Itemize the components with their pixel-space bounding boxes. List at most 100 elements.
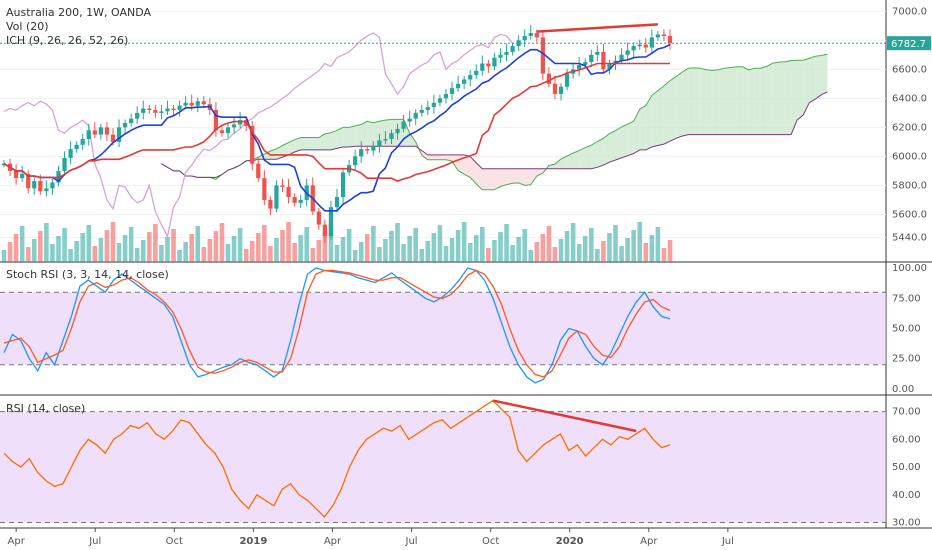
volume-bar: [183, 242, 188, 262]
volume-bar: [413, 228, 419, 262]
candle-body: [558, 86, 564, 94]
candle-body: [437, 98, 443, 103]
candle-body: [189, 102, 194, 106]
candle-body: [377, 140, 382, 147]
volume-bar: [304, 227, 310, 262]
volume-bar: [595, 249, 600, 262]
rsi-trendline: [492, 399, 637, 433]
candle-body: [455, 83, 461, 89]
candle-body: [44, 188, 49, 192]
candle-body: [340, 172, 346, 198]
ichimoku-cloud: [506, 168, 513, 185]
ichimoku-cloud: [718, 68, 725, 135]
ichimoku-cloud: [791, 60, 798, 135]
stoch-tick-label: 50.00: [892, 324, 921, 335]
candle-body: [135, 112, 140, 119]
ichimoku-cloud: [324, 132, 331, 150]
candle-body: [443, 93, 449, 99]
volume-bar: [274, 238, 279, 262]
candle-body: [577, 64, 582, 70]
candle-body: [655, 34, 661, 38]
stoch-band: [0, 292, 886, 365]
volume-bar: [38, 231, 43, 262]
ichimoku-cloud: [330, 130, 337, 150]
volume-bar: [262, 225, 267, 262]
volume-bar: [1, 250, 7, 262]
time-tick-label: 2020: [556, 536, 584, 547]
stoch-rsi-legend: Stoch RSI (3, 3, 14, 14, close): [6, 268, 169, 281]
volume-bar: [389, 231, 394, 262]
volume-bar: [395, 223, 400, 262]
volume-bar: [570, 223, 576, 262]
candle-body: [649, 37, 654, 48]
volume-bar: [576, 244, 582, 262]
ichimoku-cloud: [555, 158, 561, 169]
candle-body: [552, 83, 558, 94]
chart-title: Australia 200, 1W, OANDA: [6, 6, 152, 19]
candle-body: [122, 123, 128, 128]
candle-body: [643, 44, 648, 48]
volume-bar: [128, 227, 134, 262]
volume-bar: [62, 228, 67, 262]
volume-bar: [207, 239, 213, 262]
ichimoku-cloud: [294, 137, 301, 152]
ichimoku-cloud: [633, 109, 640, 154]
candle-body: [631, 46, 636, 51]
ichimoku-cloud: [567, 153, 574, 169]
volume-bar: [165, 237, 170, 262]
volume-bar: [286, 222, 291, 262]
volume-bar: [643, 243, 649, 262]
ichimoku-cloud: [809, 56, 816, 103]
candle-body: [219, 130, 225, 134]
rsi-band: [0, 411, 886, 523]
volume-bar: [110, 222, 116, 262]
candle-body: [116, 127, 122, 142]
candle-body: [353, 156, 358, 166]
volume-bar: [225, 244, 231, 262]
ichimoku-cloud: [639, 105, 646, 150]
time-tick-label: Oct: [482, 536, 499, 547]
candle-body: [274, 185, 279, 209]
ichimoku-cloud: [518, 168, 525, 186]
candle-body: [516, 40, 521, 47]
volume-bar: [588, 228, 594, 262]
rsi-tick-label: 40.00: [892, 490, 921, 501]
volume-bar: [467, 243, 473, 262]
ichimoku-cloud: [797, 60, 804, 121]
volume-bar: [607, 233, 612, 262]
candle-body: [371, 146, 376, 151]
volume-legend: Vol (20): [6, 20, 49, 33]
ichimoku-cloud: [730, 66, 737, 135]
price-tick-label: 6600.0: [892, 64, 927, 75]
candle-body: [86, 130, 91, 139]
ichimoku-cloud: [688, 67, 695, 135]
ichimoku-cloud: [821, 54, 828, 95]
ichimoku-cloud: [391, 119, 398, 147]
candle-body: [661, 34, 667, 36]
volume-bar: [613, 225, 618, 262]
candle-body: [546, 73, 552, 84]
price-tick-label: 6200.0: [892, 122, 927, 133]
ichimoku-cloud: [803, 58, 810, 115]
ichimoku-cloud: [337, 127, 344, 149]
volume-bar: [564, 231, 570, 262]
ichimoku-cloud: [779, 61, 785, 135]
volume-bar: [195, 226, 201, 262]
ichimoku-cloud: [306, 137, 313, 150]
volume-bar: [340, 237, 346, 262]
ichimoku-cloud: [349, 125, 356, 147]
stoch-d-line: [3, 269, 671, 378]
volume-bar: [649, 235, 655, 262]
candle-body: [486, 63, 491, 67]
candle-body: [504, 51, 509, 55]
volume-bar: [334, 245, 340, 262]
time-tick-label: Jul: [721, 536, 734, 547]
candle-body: [74, 144, 79, 150]
volume-bar: [159, 245, 164, 262]
ichimoku-cloud: [785, 60, 792, 135]
volume-bar: [74, 241, 79, 262]
candle-body: [26, 173, 31, 189]
ichimoku-legend: ICH (9, 26, 26, 52, 26): [6, 34, 129, 47]
ichimoku-cloud: [585, 145, 592, 169]
